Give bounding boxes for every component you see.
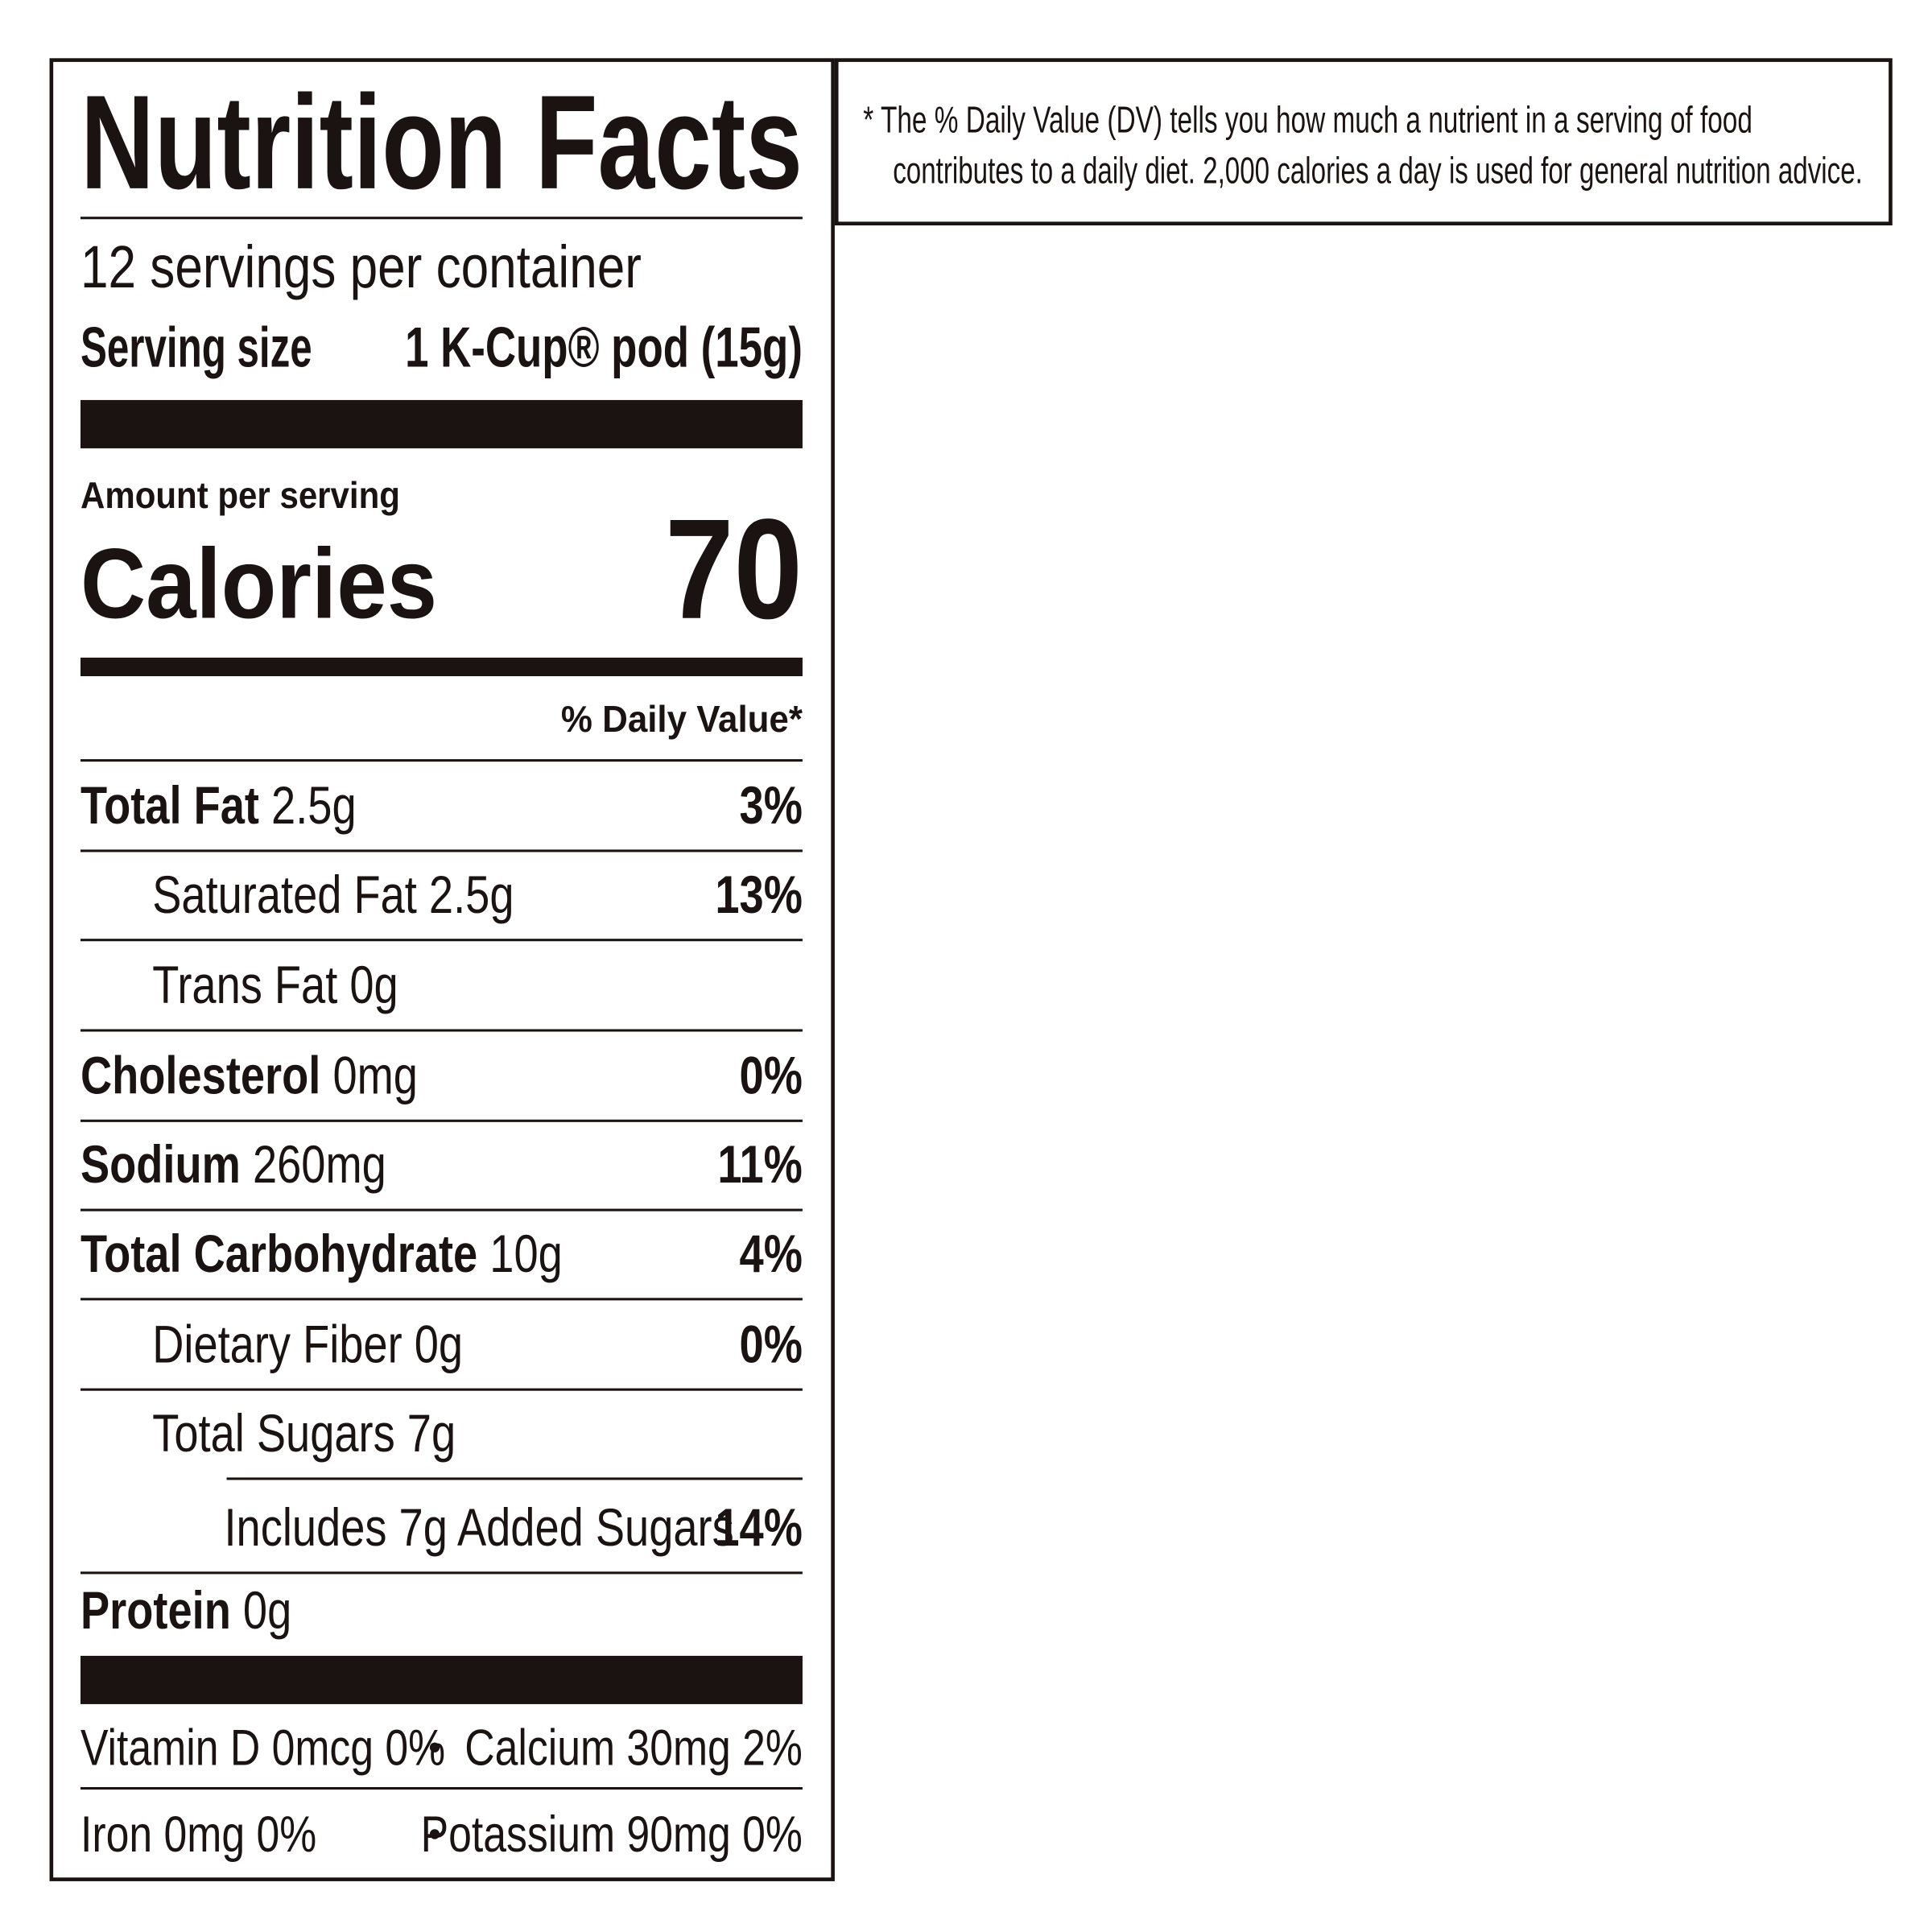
label-border xyxy=(49,58,835,1881)
vitamin-left-group: Iron 0mg 0% xyxy=(80,1806,316,1863)
bullet xyxy=(429,1742,440,1752)
daily-value: 14% xyxy=(715,1497,803,1557)
row-rule xyxy=(80,1298,803,1301)
nutrient-row: Total Carbohydrate 10g xyxy=(80,1224,563,1283)
thick-rule xyxy=(80,1655,803,1704)
footnote-border xyxy=(834,58,1893,225)
daily-value-group: 3% xyxy=(740,775,803,835)
row-rule xyxy=(80,1388,803,1391)
nutrient-row: Saturated Fat 2.5g xyxy=(152,865,514,924)
nutrient-amount: 2.5g xyxy=(271,775,357,835)
daily-value: 0% xyxy=(740,1045,803,1104)
thick-rule xyxy=(80,399,803,448)
nutrient-name: Protein xyxy=(80,1580,231,1640)
serving-size-label: Serving size xyxy=(80,315,312,378)
row-rule xyxy=(80,1208,803,1212)
nutrient-name: Cholesterol xyxy=(80,1045,320,1104)
title-rule xyxy=(80,217,803,220)
footnote-line: contributes to a daily diet. 2,000 calor… xyxy=(893,150,1863,192)
daily-value-group: 4% xyxy=(740,1224,803,1283)
nutrient-name: Total Fat xyxy=(80,775,259,835)
label-content: Nutrition Facts 12 servings per container… xyxy=(80,68,1863,1863)
nutrient-name: Saturated Fat xyxy=(152,865,417,924)
footnote-line: * The % Daily Value (DV) tells you how m… xyxy=(863,99,1752,141)
nutrient-amount: 0g xyxy=(349,955,398,1014)
nutrient-name: Total Sugars xyxy=(152,1403,394,1463)
nutrient-row: Protein 0g xyxy=(80,1580,291,1640)
nutrient-row: Trans Fat 0g xyxy=(152,955,398,1014)
nutrient-amount: 2.5g xyxy=(429,865,514,924)
nutrient-name: Total Carbohydrate xyxy=(80,1224,477,1283)
nutrient-amount: 10g xyxy=(489,1224,562,1283)
vitamin-left: Iron 0mg 0% xyxy=(80,1806,316,1863)
nutrient-name: Dietary Fiber xyxy=(152,1314,402,1373)
daily-value-group: 0% xyxy=(740,1045,803,1104)
nutrient-row: Dietary Fiber 0g xyxy=(152,1314,463,1373)
calories-rule xyxy=(80,657,803,676)
nutrient-row: Cholesterol 0mg xyxy=(80,1045,418,1104)
nutrient-row: Total Sugars 7g xyxy=(152,1403,456,1463)
daily-value: 0% xyxy=(740,1314,803,1373)
nutrient-amount: 7g xyxy=(407,1403,456,1463)
nutrient-amount: 0mg xyxy=(332,1045,418,1104)
daily-value: 4% xyxy=(740,1224,803,1283)
row-rule xyxy=(80,1787,803,1790)
nutrient-row-group: Total Sugars 7g xyxy=(152,1403,456,1463)
nutrient-row-group: Trans Fat 0g xyxy=(152,955,398,1014)
daily-value-header: % Daily Value* xyxy=(561,698,803,740)
nutrient-name: Includes 7g Added Sugars xyxy=(224,1497,733,1557)
row-rule xyxy=(80,939,803,942)
daily-value-group: 14% xyxy=(715,1497,803,1557)
nutrient-row-group: Saturated Fat 2.5g xyxy=(152,865,514,924)
nutrient-amount: 260mg xyxy=(253,1134,386,1194)
bullet xyxy=(429,1829,440,1839)
servings-per-container: 12 servings per container xyxy=(80,233,642,300)
vitamin-right-group: Calcium 30mg 2% xyxy=(464,1720,803,1777)
nutrient-row: Total Fat 2.5g xyxy=(80,775,357,835)
nutrient-amount: 0g xyxy=(243,1580,291,1640)
vitamin-right: Potassium 90mg 0% xyxy=(421,1806,803,1863)
nutrient-row-group: Protein 0g xyxy=(80,1580,291,1640)
nutrient-row-group: Sodium 260mg xyxy=(80,1134,386,1194)
row-rule xyxy=(80,1119,803,1122)
nutrient-row: Sodium 260mg xyxy=(80,1134,386,1194)
row-rule xyxy=(80,759,803,762)
calories-value: 70 xyxy=(665,490,803,649)
row-rule xyxy=(226,1477,803,1480)
serving-size-value: 1 K-Cup® pod (15g) xyxy=(405,315,803,378)
daily-value: 11% xyxy=(717,1134,803,1194)
nutrient-row: Includes 7g Added Sugars xyxy=(224,1497,733,1557)
nutrient-row-group: Total Carbohydrate 10g xyxy=(80,1224,563,1283)
nutrient-row-group: Includes 7g Added Sugars xyxy=(224,1497,733,1557)
amount-per-serving: Amount per serving xyxy=(80,474,400,516)
row-rule xyxy=(80,1571,803,1575)
nutrient-row-group: Dietary Fiber 0g xyxy=(152,1314,463,1373)
daily-value: 13% xyxy=(715,865,803,924)
title: Nutrition Facts xyxy=(80,68,803,217)
calories-label: Calories xyxy=(80,530,437,640)
nutrient-row-group: Cholesterol 0mg xyxy=(80,1045,418,1104)
daily-value-group: 11% xyxy=(717,1134,803,1194)
vitamin-left: Vitamin D 0mcg 0% xyxy=(80,1720,445,1777)
nutrient-name: Trans Fat xyxy=(152,955,337,1014)
daily-value: 3% xyxy=(740,775,803,835)
nutrient-name: Sodium xyxy=(80,1134,241,1194)
vitamin-left-group: Vitamin D 0mcg 0% xyxy=(80,1720,445,1777)
row-rule xyxy=(80,1029,803,1032)
vitamin-right-group: Potassium 90mg 0% xyxy=(421,1806,803,1863)
daily-value-group: 13% xyxy=(715,865,803,924)
nutrient-row-group: Total Fat 2.5g xyxy=(80,775,357,835)
vitamin-right: Calcium 30mg 2% xyxy=(464,1720,803,1777)
nutrient-amount: 0g xyxy=(415,1314,463,1373)
daily-value-group: 0% xyxy=(740,1314,803,1373)
row-rule xyxy=(80,849,803,852)
